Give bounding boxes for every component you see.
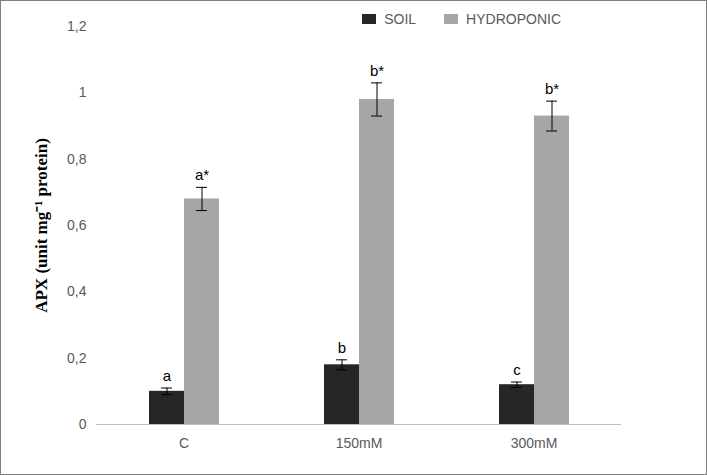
svg-text:1: 1 [79, 84, 87, 100]
svg-text:b*: b* [545, 80, 559, 97]
svg-text:0,8: 0,8 [67, 151, 87, 167]
svg-text:300mM: 300mM [511, 435, 558, 451]
svg-text:c: c [513, 361, 521, 378]
svg-text:0: 0 [79, 416, 87, 432]
svg-text:0,2: 0,2 [67, 350, 87, 366]
svg-text:1,2: 1,2 [67, 18, 87, 34]
html-text:SOIL: SOIL [384, 11, 417, 27]
html-text:HYDROPONIC: HYDROPONIC [466, 11, 561, 27]
svg-text:a*: a* [195, 166, 209, 183]
svg-text:0,4: 0,4 [67, 283, 87, 299]
svg-text:C: C [179, 435, 189, 451]
svg-text:APX (unit mg⁻¹ protein): APX (unit mg⁻¹ protein) [32, 138, 51, 313]
svg-text:150mM: 150mM [336, 435, 383, 451]
svg-text:b: b [338, 339, 346, 356]
svg-text:a: a [163, 367, 172, 384]
svg-text:0,6: 0,6 [67, 217, 87, 233]
svg-text:b*: b* [370, 62, 384, 79]
